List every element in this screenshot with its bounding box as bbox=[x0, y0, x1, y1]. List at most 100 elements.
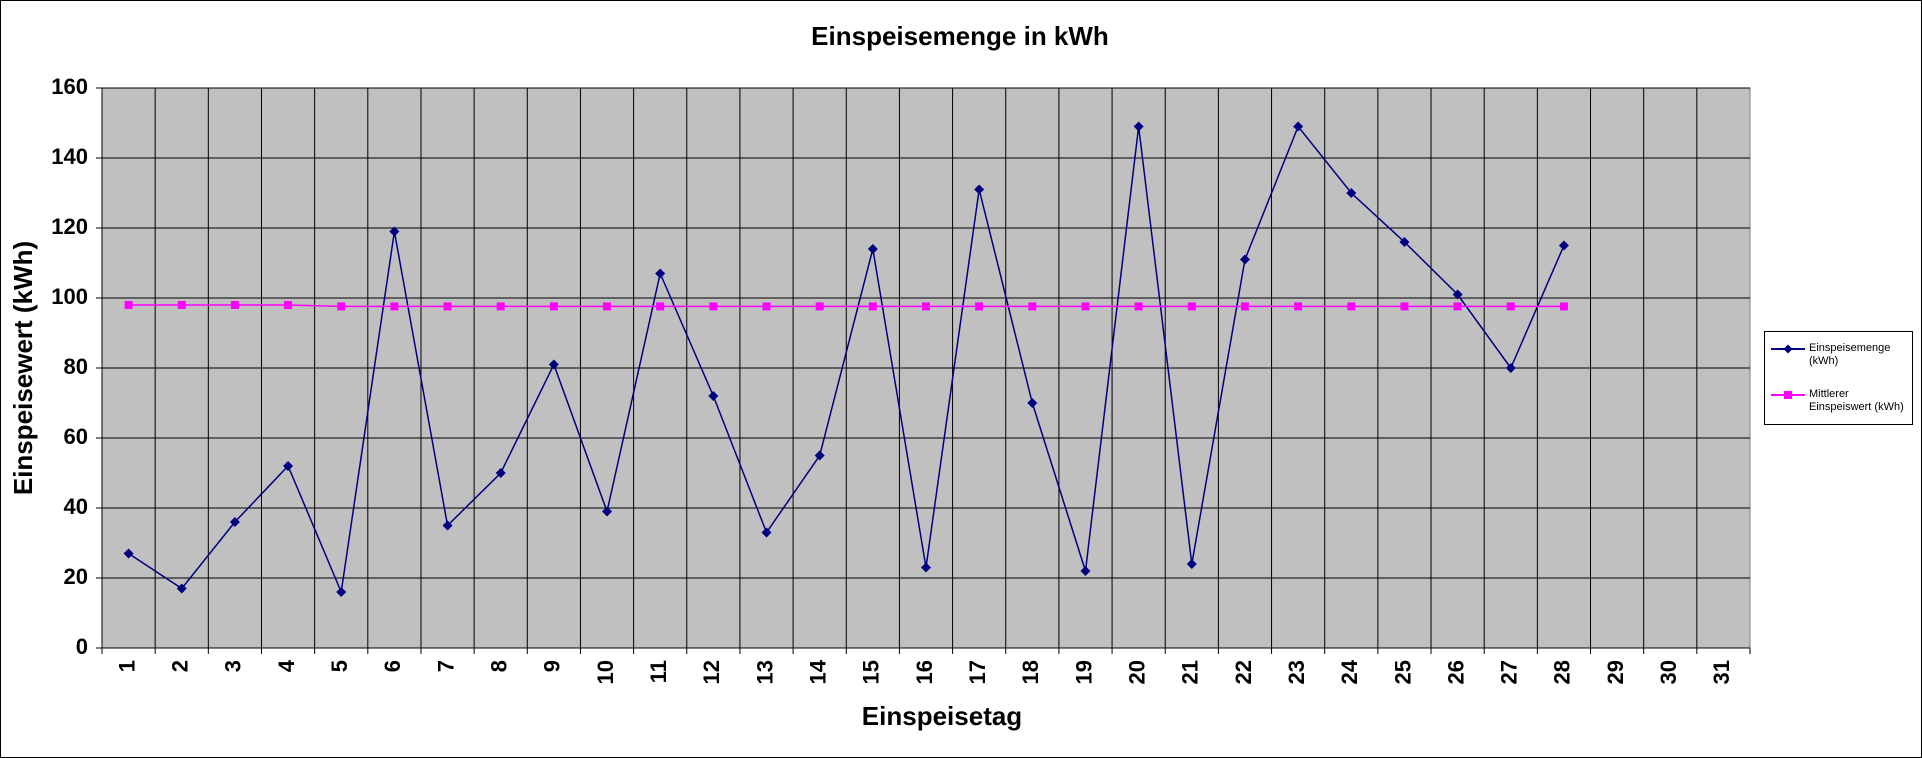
x-tick-label: 7 bbox=[433, 660, 458, 672]
x-tick-label: 14 bbox=[805, 659, 830, 684]
series-line bbox=[128, 304, 1564, 308]
x-tick-label: 19 bbox=[1071, 660, 1096, 684]
x-tick-label: 26 bbox=[1443, 660, 1468, 684]
legend-symbol bbox=[1771, 391, 1805, 399]
marker bbox=[974, 184, 985, 195]
marker bbox=[762, 302, 771, 311]
marker bbox=[815, 302, 824, 311]
marker bbox=[1134, 302, 1143, 311]
marker bbox=[655, 268, 666, 279]
marker bbox=[496, 302, 505, 311]
x-tick-label: 6 bbox=[380, 660, 405, 672]
legend-marker bbox=[1783, 344, 1793, 354]
marker bbox=[602, 506, 613, 517]
y-tick-label: 20 bbox=[64, 564, 88, 589]
x-tick-label: 23 bbox=[1284, 660, 1309, 684]
marker bbox=[1028, 302, 1037, 311]
marker bbox=[1133, 121, 1144, 132]
marker bbox=[337, 302, 346, 311]
marker bbox=[761, 527, 772, 538]
x-tick-label: 2 bbox=[168, 660, 193, 672]
legend-label: Einspeisemenge (kWh) bbox=[1809, 342, 1891, 367]
y-tick-label: 100 bbox=[51, 284, 88, 309]
legend-marker bbox=[1784, 391, 1792, 399]
marker bbox=[1399, 237, 1410, 247]
marker bbox=[1240, 302, 1249, 311]
marker bbox=[1347, 302, 1356, 311]
marker bbox=[1400, 302, 1409, 311]
marker bbox=[389, 226, 400, 237]
x-tick-label: 15 bbox=[859, 660, 884, 684]
marker bbox=[230, 301, 239, 309]
x-tick-label: 4 bbox=[274, 659, 299, 672]
x-tick-label: 24 bbox=[1337, 659, 1362, 684]
marker bbox=[1293, 121, 1304, 132]
y-tick-label: 80 bbox=[64, 354, 88, 379]
marker bbox=[1080, 566, 1091, 576]
x-tick-label: 30 bbox=[1656, 660, 1681, 684]
marker bbox=[283, 461, 294, 471]
y-tick-label: 160 bbox=[51, 74, 88, 99]
marker bbox=[1081, 302, 1090, 311]
marker bbox=[708, 391, 719, 401]
marker bbox=[1505, 363, 1516, 373]
x-tick-label: 31 bbox=[1709, 660, 1734, 684]
x-tick-label: 18 bbox=[1018, 660, 1043, 684]
marker bbox=[390, 302, 399, 311]
y-tick-label: 0 bbox=[76, 634, 88, 659]
x-tick-label: 5 bbox=[327, 660, 352, 672]
marker bbox=[921, 562, 931, 573]
marker bbox=[1346, 188, 1357, 198]
marker bbox=[1452, 289, 1463, 300]
y-tick-label: 140 bbox=[51, 144, 88, 169]
marker bbox=[603, 302, 612, 311]
marker bbox=[656, 302, 665, 311]
marker bbox=[1558, 240, 1569, 251]
marker bbox=[868, 302, 877, 311]
x-tick-label: 3 bbox=[221, 660, 246, 672]
marker bbox=[548, 359, 559, 370]
x-tick-label: 21 bbox=[1178, 660, 1203, 684]
marker bbox=[229, 517, 240, 527]
x-tick-label: 25 bbox=[1390, 660, 1415, 684]
y-axis-label: Einspeisewert (kWh) bbox=[8, 241, 38, 495]
marker bbox=[284, 301, 293, 309]
marker bbox=[1187, 302, 1196, 311]
x-tick-label: 8 bbox=[487, 660, 512, 672]
legend-label: Mittlerer Einspeiswert (kWh) bbox=[1809, 388, 1904, 413]
marker bbox=[709, 302, 718, 311]
x-tick-label: 1 bbox=[114, 660, 139, 672]
x-tick-label: 17 bbox=[965, 660, 990, 684]
marker bbox=[124, 301, 133, 309]
x-tick-label: 10 bbox=[593, 660, 618, 684]
marker bbox=[975, 302, 984, 311]
marker bbox=[443, 302, 452, 311]
x-tick-label: 11 bbox=[646, 660, 671, 683]
y-tick-label: 60 bbox=[64, 424, 88, 449]
marker bbox=[867, 244, 878, 254]
marker bbox=[1186, 559, 1197, 569]
marker bbox=[176, 583, 187, 594]
x-tick-label: 29 bbox=[1603, 660, 1628, 684]
marker bbox=[177, 301, 186, 309]
y-tick-label: 120 bbox=[51, 214, 88, 239]
marker bbox=[495, 468, 506, 478]
chart-title: Einspeisemenge in kWh bbox=[811, 21, 1109, 51]
y-tick-label: 40 bbox=[64, 494, 88, 519]
series-line bbox=[128, 125, 1565, 595]
x-tick-label: 9 bbox=[540, 660, 565, 672]
marker bbox=[1294, 302, 1303, 311]
marker bbox=[922, 302, 930, 311]
x-axis-label: Einspeisetag bbox=[862, 701, 1022, 731]
x-tick-label: 28 bbox=[1550, 660, 1575, 684]
marker bbox=[1239, 254, 1250, 265]
marker bbox=[1453, 302, 1462, 311]
marker bbox=[336, 587, 347, 597]
marker bbox=[123, 548, 134, 559]
marker bbox=[1027, 398, 1038, 408]
marker bbox=[549, 302, 558, 311]
marker bbox=[1559, 302, 1568, 311]
legend: Einspeisemenge (kWh) Mittlerer Einspeiswe… bbox=[1764, 331, 1913, 425]
